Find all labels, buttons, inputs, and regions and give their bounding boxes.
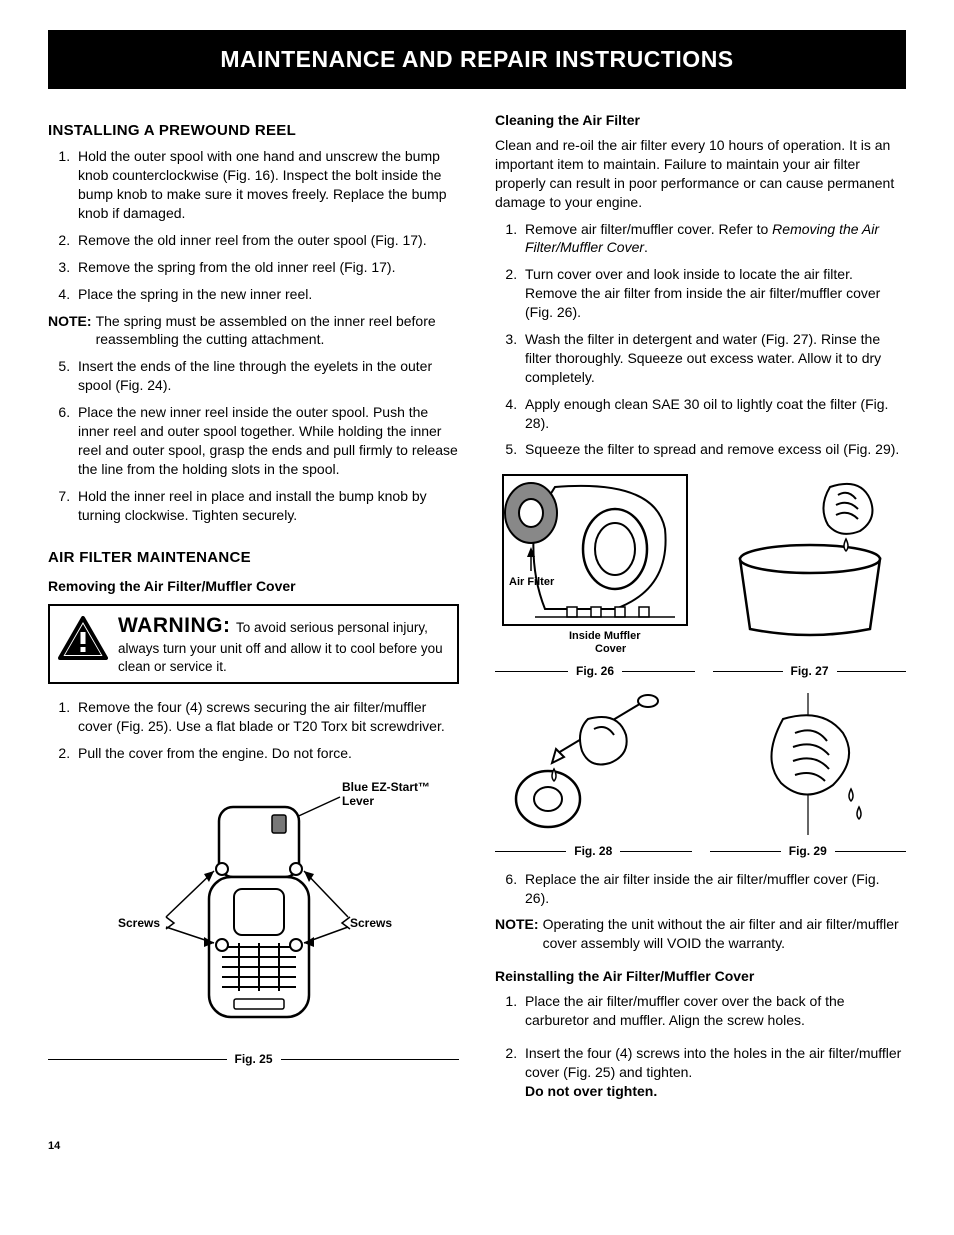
warning-word: WARNING: <box>118 614 231 637</box>
muffler-label-1: Inside Muffler <box>569 630 641 642</box>
list-item: Remove the spring from the old inner ree… <box>74 258 459 277</box>
list-item: Place the spring in the new inner reel. <box>74 285 459 304</box>
left-column: INSTALLING A PREWOUND REEL Hold the oute… <box>48 111 459 1109</box>
note-void-warranty: NOTE: Operating the unit without the air… <box>495 915 906 953</box>
figure-26: Air Filter Inside Muffler Cover Fig. 26 <box>495 469 695 679</box>
muffler-label-2: Cover <box>595 643 627 655</box>
list-item: Replace the air filter inside the air fi… <box>521 870 906 908</box>
air-filter-label: Air Filter <box>509 576 555 588</box>
fig28-caption: Fig. 28 <box>495 843 692 859</box>
fig25-caption: Fig. 25 <box>48 1051 459 1067</box>
fig28-label: Fig. 28 <box>566 843 620 859</box>
list-item: Place the new inner reel inside the oute… <box>74 403 459 479</box>
cleaning-heading: Cleaning the Air Filter <box>495 111 906 130</box>
list-item: Turn cover over and look inside to locat… <box>521 265 906 322</box>
right-column: Cleaning the Air Filter Clean and re-oil… <box>495 111 906 1109</box>
list-item: Remove air filter/muffler cover. Refer t… <box>521 220 906 258</box>
figure-row-2: Fig. 28 <box>495 689 906 859</box>
fig27-caption: Fig. 27 <box>713 663 906 679</box>
figure-25-svg: Blue EZ-Start™ Lever <box>74 777 434 1047</box>
fig25-label: Fig. 25 <box>227 1051 281 1067</box>
screws-right-label: Screws <box>350 916 392 930</box>
reinstall-heading: Reinstalling the Air Filter/Muffler Cove… <box>495 967 906 986</box>
list-item: Hold the outer spool with one hand and u… <box>74 147 459 223</box>
lever-label-1: Blue EZ-Start™ <box>342 780 430 794</box>
text: Remove air filter/muffler cover. Refer t… <box>525 221 772 237</box>
cleaning-intro: Clean and re-oil the air filter every 10… <box>495 136 906 212</box>
fig26-caption: Fig. 26 <box>495 663 695 679</box>
removing-cover-heading: Removing the Air Filter/Muffler Cover <box>48 577 459 596</box>
page-banner: MAINTENANCE AND REPAIR INSTRUCTIONS <box>48 30 906 89</box>
figure-row-1: Air Filter Inside Muffler Cover Fig. 26 <box>495 469 906 679</box>
warning-text: WARNING: To avoid serious personal injur… <box>118 612 449 677</box>
figure-26-svg: Air Filter Inside Muffler Cover <box>495 469 695 659</box>
cleaning-list: Remove air filter/muffler cover. Refer t… <box>495 220 906 460</box>
warning-rest: always turn your unit off and allow it t… <box>118 641 443 674</box>
list-item: Insert the four (4) screws into the hole… <box>521 1044 906 1101</box>
text-bold: Do not over tighten. <box>525 1083 657 1099</box>
note-label: NOTE: <box>495 915 539 953</box>
list-item: Squeeze the filter to spread and remove … <box>521 440 906 459</box>
list-item: Place the air filter/muffler cover over … <box>521 992 906 1030</box>
note-label: NOTE: <box>48 312 92 350</box>
fig29-caption: Fig. 29 <box>710 843 907 859</box>
figure-28: Fig. 28 <box>495 689 692 859</box>
prewound-heading: INSTALLING A PREWOUND REEL <box>48 121 459 141</box>
warning-box: WARNING: To avoid serious personal injur… <box>48 604 459 685</box>
figure-27-svg <box>720 469 900 659</box>
fig27-label: Fig. 27 <box>783 663 837 679</box>
lever-label-2: Lever <box>342 794 374 808</box>
text: Insert the four (4) screws into the hole… <box>525 1045 901 1080</box>
list-item: Apply enough clean SAE 30 oil to lightly… <box>521 395 906 433</box>
page-number: 14 <box>48 1139 906 1154</box>
list-item: Remove the four (4) screws securing the … <box>74 698 459 736</box>
note-spring: NOTE: The spring must be assembled on th… <box>48 312 459 350</box>
text: . <box>644 239 648 255</box>
figure-25: Blue EZ-Start™ Lever <box>48 777 459 1067</box>
list-item: Pull the cover from the engine. Do not f… <box>74 744 459 763</box>
prewound-list-b: Insert the ends of the line through the … <box>48 357 459 524</box>
fig29-label: Fig. 29 <box>781 843 835 859</box>
warning-icon <box>58 616 108 660</box>
fig26-label: Fig. 26 <box>568 663 622 679</box>
note-body: The spring must be assembled on the inne… <box>96 312 459 350</box>
screws-left-label: Screws <box>118 916 160 930</box>
airfilter-heading: AIR FILTER MAINTENANCE <box>48 548 459 568</box>
figure-28-svg <box>498 689 688 839</box>
list-item: Hold the inner reel in place and install… <box>74 487 459 525</box>
figure-29-svg <box>723 689 893 839</box>
list-item: Remove the old inner reel from the outer… <box>74 231 459 250</box>
figure-29: Fig. 29 <box>710 689 907 859</box>
prewound-list-a: Hold the outer spool with one hand and u… <box>48 147 459 303</box>
remove-cover-list: Remove the four (4) screws securing the … <box>48 698 459 763</box>
note-body: Operating the unit without the air filte… <box>543 915 906 953</box>
reinstall-list: Place the air filter/muffler cover over … <box>495 992 906 1100</box>
two-column-layout: INSTALLING A PREWOUND REEL Hold the oute… <box>48 111 906 1109</box>
list-item: Wash the filter in detergent and water (… <box>521 330 906 387</box>
warning-lead: To avoid serious personal injury, <box>236 620 428 635</box>
cleaning-list-cont: Replace the air filter inside the air fi… <box>495 870 906 908</box>
figure-27: Fig. 27 <box>713 469 906 679</box>
list-item: Insert the ends of the line through the … <box>74 357 459 395</box>
